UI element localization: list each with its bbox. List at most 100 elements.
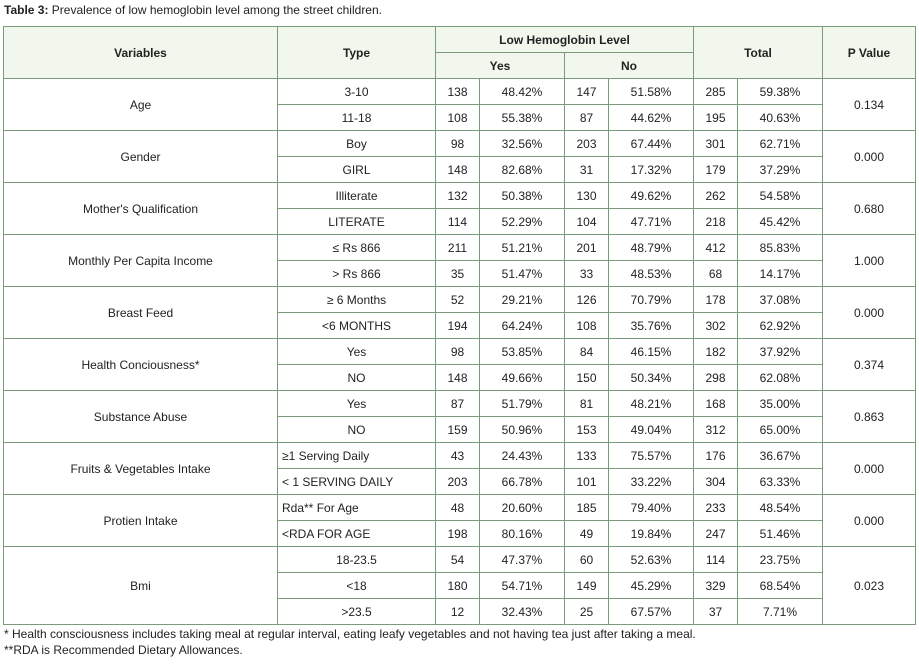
no-percent-cell: 33.22% bbox=[608, 468, 694, 495]
no-percent-cell: 49.62% bbox=[608, 182, 694, 209]
p-value-cell: 0.680 bbox=[822, 182, 916, 235]
no-percent-cell: 67.57% bbox=[608, 598, 694, 625]
yes-percent-cell: 24.43% bbox=[479, 442, 565, 469]
total-percent-cell: 65.00% bbox=[737, 416, 823, 443]
header-variables: Variables bbox=[3, 26, 278, 79]
p-value-cell: 1.000 bbox=[822, 234, 916, 287]
table-row: LITERATE 114 52.29% 104 47.71% 218 45.42% bbox=[4, 208, 916, 235]
table-header: Variables Type Low Hemoglobin Level Tota… bbox=[3, 26, 916, 79]
no-count-cell: 25 bbox=[564, 598, 609, 625]
p-value-cell: 0.374 bbox=[822, 338, 916, 391]
no-percent-cell: 45.29% bbox=[608, 572, 694, 599]
yes-percent-cell: 82.68% bbox=[479, 156, 565, 183]
table-row: <18 180 54.71% 149 45.29% 329 68.54% bbox=[4, 572, 916, 599]
yes-percent-cell: 51.21% bbox=[479, 234, 565, 261]
no-count-cell: 81 bbox=[564, 390, 609, 417]
yes-count-cell: 194 bbox=[435, 312, 480, 339]
variable-cell: Mother's Qualification bbox=[3, 182, 278, 235]
total-percent-cell: 62.71% bbox=[737, 130, 823, 157]
table-row: > Rs 866 35 51.47% 33 48.53% 68 14.17% bbox=[4, 260, 916, 287]
yes-percent-cell: 55.38% bbox=[479, 104, 565, 131]
yes-count-cell: 132 bbox=[435, 182, 480, 209]
no-count-cell: 60 bbox=[564, 546, 609, 573]
p-value-cell: 0.000 bbox=[822, 130, 916, 183]
total-count-cell: 304 bbox=[693, 468, 738, 495]
yes-count-cell: 12 bbox=[435, 598, 480, 625]
no-percent-cell: 44.62% bbox=[608, 104, 694, 131]
total-percent-cell: 68.54% bbox=[737, 572, 823, 599]
table-body: Age 3-10 138 48.42% 147 51.58% 285 59.38% 0.134 1… bbox=[3, 78, 916, 625]
total-percent-cell: 62.08% bbox=[737, 364, 823, 391]
p-value-cell: 0.863 bbox=[822, 390, 916, 443]
no-count-cell: 150 bbox=[564, 364, 609, 391]
no-count-cell: 49 bbox=[564, 520, 609, 547]
p-value-cell: 0.000 bbox=[822, 442, 916, 495]
table-row: <6 MONTHS 194 64.24% 108 35.76% 302 62.92% bbox=[4, 312, 916, 339]
yes-percent-cell: 32.43% bbox=[479, 598, 565, 625]
yes-percent-cell: 20.60% bbox=[479, 494, 565, 521]
type-cell: NO bbox=[277, 364, 436, 391]
p-value-cell: 0.023 bbox=[822, 546, 916, 625]
total-percent-cell: 35.00% bbox=[737, 390, 823, 417]
yes-percent-cell: 49.66% bbox=[479, 364, 565, 391]
yes-count-cell: 98 bbox=[435, 338, 480, 365]
footnotes: * Health consciousness includes taking m… bbox=[4, 626, 696, 658]
no-count-cell: 203 bbox=[564, 130, 609, 157]
yes-percent-cell: 52.29% bbox=[479, 208, 565, 235]
yes-percent-cell: 53.85% bbox=[479, 338, 565, 365]
header-no: No bbox=[564, 52, 694, 79]
type-cell: Yes bbox=[277, 338, 436, 365]
yes-count-cell: 148 bbox=[435, 156, 480, 183]
total-count-cell: 312 bbox=[693, 416, 738, 443]
yes-count-cell: 114 bbox=[435, 208, 480, 235]
total-percent-cell: 37.29% bbox=[737, 156, 823, 183]
table-row: >23.5 12 32.43% 25 67.57% 37 7.71% bbox=[4, 598, 916, 625]
total-count-cell: 179 bbox=[693, 156, 738, 183]
total-count-cell: 247 bbox=[693, 520, 738, 547]
variable-cell: Health Conciousness* bbox=[3, 338, 278, 391]
yes-percent-cell: 54.71% bbox=[479, 572, 565, 599]
total-count-cell: 68 bbox=[693, 260, 738, 287]
caption-text: Prevalence of low hemoglobin level among… bbox=[48, 3, 382, 17]
type-cell: Rda** For Age bbox=[277, 494, 436, 521]
total-count-cell: 168 bbox=[693, 390, 738, 417]
no-count-cell: 87 bbox=[564, 104, 609, 131]
type-cell: > Rs 866 bbox=[277, 260, 436, 287]
yes-percent-cell: 29.21% bbox=[479, 286, 565, 313]
variable-cell: Breast Feed bbox=[3, 286, 278, 339]
table-row: Breast Feed ≥ 6 Months 52 29.21% 126 70.79% 17… bbox=[3, 286, 916, 339]
type-cell: Illiterate bbox=[277, 182, 436, 209]
type-cell: ≥1 Serving Daily bbox=[277, 442, 436, 469]
header-p-value: P Value bbox=[822, 26, 916, 79]
no-percent-cell: 48.79% bbox=[608, 234, 694, 261]
type-cell: GIRL bbox=[277, 156, 436, 183]
table-row: Bmi 18-23.5 54 47.37% 60 52.63% 114 23.75% 0.023 bbox=[3, 546, 916, 625]
total-count-cell: 285 bbox=[693, 78, 738, 105]
header-type: Type bbox=[277, 26, 436, 79]
total-percent-cell: 23.75% bbox=[737, 546, 823, 573]
yes-count-cell: 198 bbox=[435, 520, 480, 547]
no-percent-cell: 19.84% bbox=[608, 520, 694, 547]
table-row: <RDA FOR AGE 198 80.16% 49 19.84% 247 51.46% bbox=[4, 520, 916, 547]
variable-cell: Age bbox=[3, 78, 278, 131]
type-cell: Boy bbox=[277, 130, 436, 157]
table-row: NO 148 49.66% 150 50.34% 298 62.08% bbox=[4, 364, 916, 391]
no-percent-cell: 47.71% bbox=[608, 208, 694, 235]
type-cell: LITERATE bbox=[277, 208, 436, 235]
total-count-cell: 329 bbox=[693, 572, 738, 599]
p-value-cell: 0.134 bbox=[822, 78, 916, 131]
no-count-cell: 185 bbox=[564, 494, 609, 521]
table-row: Substance Abuse Yes 87 51.79% 81 48.21% 168 35.… bbox=[3, 390, 916, 443]
no-percent-cell: 35.76% bbox=[608, 312, 694, 339]
table-row: 11-18 108 55.38% 87 44.62% 195 40.63% bbox=[4, 104, 916, 131]
no-percent-cell: 46.15% bbox=[608, 338, 694, 365]
yes-count-cell: 108 bbox=[435, 104, 480, 131]
yes-percent-cell: 47.37% bbox=[479, 546, 565, 573]
table-row: Health Conciousness* Yes 98 53.85% 84 46.15% 1… bbox=[3, 338, 916, 391]
table-row: < 1 SERVING DAILY 203 66.78% 101 33.22% 304 63… bbox=[4, 468, 916, 495]
total-count-cell: 37 bbox=[693, 598, 738, 625]
yes-count-cell: 138 bbox=[435, 78, 480, 105]
type-cell: >23.5 bbox=[277, 598, 436, 625]
no-count-cell: 201 bbox=[564, 234, 609, 261]
yes-count-cell: 35 bbox=[435, 260, 480, 287]
